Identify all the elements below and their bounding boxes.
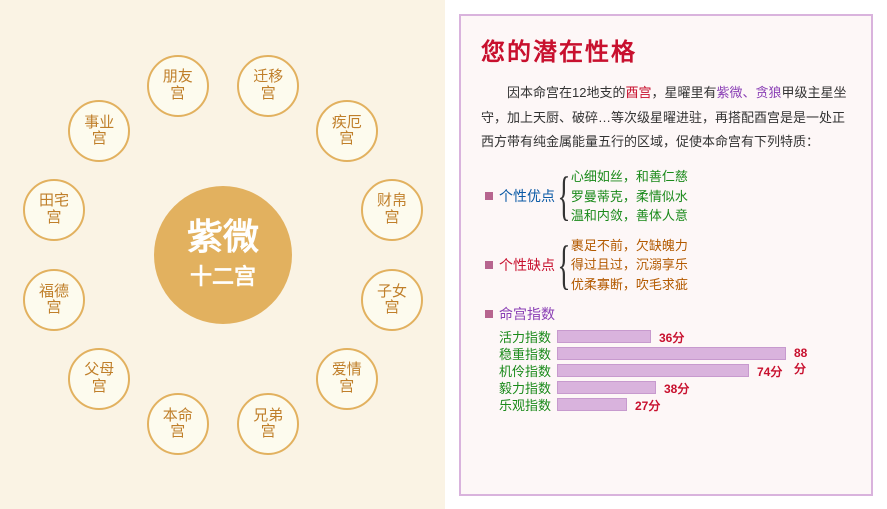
desc-text: 因本命宫在12地支的 [507, 85, 625, 100]
advantage-item: 温和内敛，善体人意 [571, 206, 688, 226]
diagram-center: 紫微 十二宫 [154, 186, 292, 324]
info-title: 您的潜在性格 [481, 32, 851, 67]
palace-node: 财帛 宫 [361, 179, 423, 241]
palace-node: 子女 宫 [361, 269, 423, 331]
desc-highlight-star: 紫微 [717, 85, 743, 100]
index-row: 机伶指数74分 [485, 362, 851, 379]
disadvantage-item: 优柔寡断，吹毛求疵 [571, 275, 688, 295]
bullet-icon [485, 192, 493, 200]
disadvantages-list: 裹足不前，欠缺魄力得过且过，沉溺享乐优柔寡断，吹毛求疵 [571, 236, 688, 295]
advantages-block: 个性优点 { 心细如丝，和善仁慈罗曼蒂克，柔情似水温和内敛，善体人意 [485, 167, 851, 226]
palace-node: 朋友 宫 [147, 55, 209, 117]
disadvantages-label: 个性缺点 [499, 255, 555, 275]
brace-icon: { [557, 172, 570, 221]
bullet-icon [485, 261, 493, 269]
index-value: 36分 [659, 329, 684, 346]
index-track: 74分 [557, 364, 817, 377]
disadvantages-block: 个性缺点 { 裹足不前，欠缺魄力得过且过，沉溺享乐优柔寡断，吹毛求疵 [485, 236, 851, 295]
index-title: 命宫指数 [499, 304, 555, 324]
info-description: 因本命宫在12地支的酉宫，星曜里有紫微、贪狼甲级主星坐守，加上天厨、破碎…等次级… [481, 81, 851, 155]
palace-node: 事业 宫 [68, 100, 130, 162]
index-row: 活力指数36分 [485, 328, 851, 345]
index-track: 88分 [557, 347, 817, 360]
index-value: 38分 [664, 380, 689, 397]
disadvantage-item: 得过且过，沉溺享乐 [571, 255, 688, 275]
index-row: 毅力指数38分 [485, 379, 851, 396]
palace-node: 爱情 宫 [316, 348, 378, 410]
center-title: 紫微 [187, 219, 259, 255]
center-subtitle: 十二宫 [190, 259, 256, 291]
palace-node: 田宅 宫 [23, 179, 85, 241]
palace-node: 兄弟 宫 [237, 393, 299, 455]
ziwei-diagram: 紫微 十二宫 朋友 宫迁移 宫疾厄 宫财帛 宫子女 宫爱情 宫兄弟 宫本命 宫父… [0, 0, 445, 509]
index-track: 27分 [557, 398, 817, 411]
desc-highlight-star: 贪狼 [756, 85, 782, 100]
advantages-label: 个性优点 [499, 186, 555, 206]
palace-node: 父母 宫 [68, 348, 130, 410]
index-track: 36分 [557, 330, 817, 343]
brace-icon: { [557, 241, 570, 290]
index-bar [557, 347, 786, 360]
index-bar [557, 398, 627, 411]
desc-highlight-palace: 酉宫 [625, 85, 651, 100]
index-label: 乐观指数 [485, 395, 557, 414]
palace-node: 疾厄 宫 [316, 100, 378, 162]
info-panel: 您的潜在性格 因本命宫在12地支的酉宫，星曜里有紫微、贪狼甲级主星坐守，加上天厨… [459, 14, 873, 496]
advantage-item: 罗曼蒂克，柔情似水 [571, 187, 688, 207]
index-value: 27分 [635, 397, 660, 414]
index-row: 乐观指数 27分 [485, 396, 851, 413]
palace-node: 本命 宫 [147, 393, 209, 455]
index-row: 稳重指数88分 [485, 345, 851, 362]
palace-node: 福德 宫 [23, 269, 85, 331]
disadvantage-item: 裹足不前，欠缺魄力 [571, 236, 688, 256]
bullet-icon [485, 310, 493, 318]
index-bar [557, 330, 651, 343]
index-track: 38分 [557, 381, 817, 394]
advantages-list: 心细如丝，和善仁慈罗曼蒂克，柔情似水温和内敛，善体人意 [571, 167, 688, 226]
index-bars: 活力指数36分稳重指数88分机伶指数74分毅力指数38分乐观指数 27分 [485, 328, 851, 413]
advantage-item: 心细如丝，和善仁慈 [571, 167, 688, 187]
index-section: 命宫指数 活力指数36分稳重指数88分机伶指数74分毅力指数38分乐观指数 27分 [485, 304, 851, 413]
palace-node: 迁移 宫 [237, 55, 299, 117]
desc-text: 、 [743, 85, 756, 100]
index-value: 74分 [757, 363, 782, 380]
index-bar [557, 364, 749, 377]
index-bar [557, 381, 656, 394]
desc-text: ，星曜里有 [651, 85, 716, 100]
